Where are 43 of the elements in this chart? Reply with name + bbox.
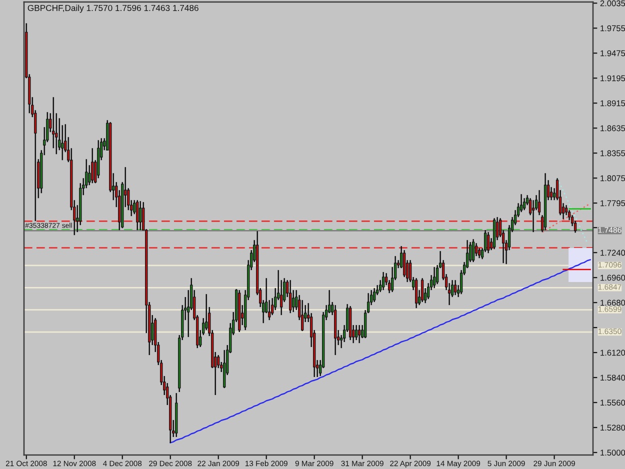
y-tick-label: 1.8075 (600, 175, 625, 182)
candlestick (301, 299, 304, 332)
candlestick (520, 194, 523, 213)
candlestick (564, 204, 568, 216)
candlestick (532, 199, 535, 233)
candlestick (522, 198, 526, 211)
candlestick (402, 249, 406, 278)
y-tick-label: 1.7795 (600, 200, 625, 206)
y-tick-label: 1.9755 (600, 25, 625, 32)
line-series (542, 202, 591, 233)
candlestick (139, 200, 142, 231)
candlestick (355, 324, 358, 341)
candlestick (382, 271, 385, 291)
candlestick (373, 287, 376, 303)
y-tick-label: 1.6120 (600, 350, 625, 356)
y-tick-label: 2.0035 (600, 0, 625, 6)
y-tick-label: 1.9475 (600, 50, 625, 56)
candlestick (474, 242, 478, 257)
candlestick (472, 238, 475, 263)
y-tick-label: 1.9195 (600, 75, 625, 82)
y-tick-label: 1.6960 (600, 274, 625, 281)
y-tick-label: 1.8355 (600, 150, 625, 156)
y-tick-label: 1.5840 (600, 374, 625, 381)
candlestick (136, 199, 139, 231)
candlestick (91, 148, 94, 184)
candlestick (538, 190, 541, 216)
candlestick (420, 277, 424, 303)
y-tick-label: 1.5280 (600, 424, 625, 431)
candlestick (289, 279, 292, 314)
candlestick (486, 231, 490, 254)
y-tick-label: 1.5560 (600, 400, 625, 406)
y-tick-label: 1.8915 (600, 100, 625, 106)
line-series (556, 178, 588, 244)
y-tick-label: 1.6680 (600, 300, 625, 306)
y-tick-label: 1.7240 (600, 250, 625, 256)
chart-title: GBPCHF,Daily 1.7570 1.7596 1.7463 1.7486 (28, 4, 198, 13)
candlestick (454, 279, 457, 296)
candlestick (414, 277, 418, 309)
candlestick (432, 266, 436, 289)
candlestick (358, 324, 361, 344)
y-tick-label: 1.8635 (600, 125, 625, 132)
y-tick-label: 1.5000 (600, 450, 625, 456)
candlestick (223, 349, 226, 389)
